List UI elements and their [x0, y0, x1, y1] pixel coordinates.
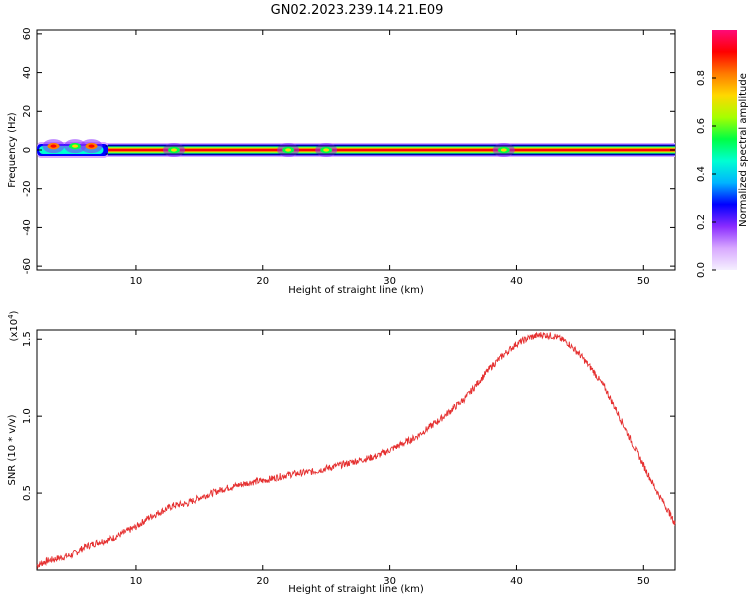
snr-plot-area — [36, 329, 676, 571]
x-tick-label: 20 — [256, 276, 269, 287]
y-tick-label: 0.5 — [22, 485, 33, 501]
peak-blob-core-0 — [50, 144, 57, 148]
band-layer-5 — [105, 149, 675, 151]
x-tick-label: 50 — [637, 276, 650, 287]
x-tick-label: 20 — [256, 576, 269, 587]
colorbar-tick-label: 0.6 — [696, 118, 707, 134]
y-tick-label: -40 — [22, 219, 33, 235]
y-tick-label: 40 — [22, 66, 33, 79]
colorbar-ticks: 0.0 0.2 0.4 0.6 0.8 — [696, 70, 716, 278]
y-tick-label: 20 — [22, 105, 33, 118]
snr-series-line — [36, 331, 676, 570]
spectrogram-axes: 10 20 30 40 50 60 40 20 0 -20 -40 -60 — [22, 28, 675, 287]
x-tick-label: 40 — [510, 576, 523, 587]
spectrogram-panel: 10 20 30 40 50 60 40 20 0 -20 -40 -60 Height of str… — [7, 28, 676, 296]
x-tick-label: 30 — [383, 276, 396, 287]
snr-axes: 10 20 30 40 50 0.5 1.0 1.5 — [22, 330, 675, 587]
spectrogram-heatmap — [37, 139, 675, 158]
peak-blob-core-2 — [88, 144, 95, 148]
x-tick-label: 50 — [637, 576, 650, 587]
peak-blob-core-4 — [285, 148, 292, 152]
x-tick-label: 10 — [130, 276, 143, 287]
figure-title: GN02.2023.239.14.21.E09 — [271, 3, 444, 18]
x-tick-label: 40 — [510, 276, 523, 287]
peak-blob-core-1 — [72, 144, 79, 148]
peak-blob-core-6 — [500, 148, 507, 152]
x-tick-label: 10 — [130, 576, 143, 587]
y-tick-label: 1.5 — [22, 331, 33, 347]
colorbar-gradient — [712, 30, 737, 270]
y-tick-label: 1.0 — [22, 408, 33, 424]
y-tick-label: 0 — [22, 147, 33, 153]
x-tick-label: 30 — [383, 576, 396, 587]
snr-ylabel: SNR (10 * v/v) — [7, 414, 18, 485]
peak-blob-core-5 — [323, 148, 330, 152]
colorbar-label: Normalized spectral amplitude — [738, 73, 749, 227]
y-tick-label: -60 — [22, 258, 33, 274]
snr-xlabel: Height of straight line (km) — [288, 584, 424, 595]
colorbar-tick-label: 0.2 — [696, 214, 707, 230]
snr-multiplier: (x104) — [7, 310, 20, 341]
peak-blob-core-3 — [170, 148, 177, 152]
snr-panel: 10 20 30 40 50 0.5 1.0 1.5 Height of straight l… — [7, 310, 676, 595]
colorbar-tick-label: 0.4 — [696, 166, 707, 182]
colorbar-tick-label: 0.8 — [696, 70, 707, 86]
y-tick-label: -20 — [22, 181, 33, 197]
spectrogram-ylabel: Frequency (Hz) — [7, 112, 18, 188]
colorbar: 0.0 0.2 0.4 0.6 0.8 Normalized spectral ampl… — [696, 30, 749, 278]
colorbar-tick-label: 0.0 — [696, 262, 707, 278]
y-tick-label: 60 — [22, 28, 33, 41]
spectrogram-xlabel: Height of straight line (km) — [288, 285, 424, 296]
